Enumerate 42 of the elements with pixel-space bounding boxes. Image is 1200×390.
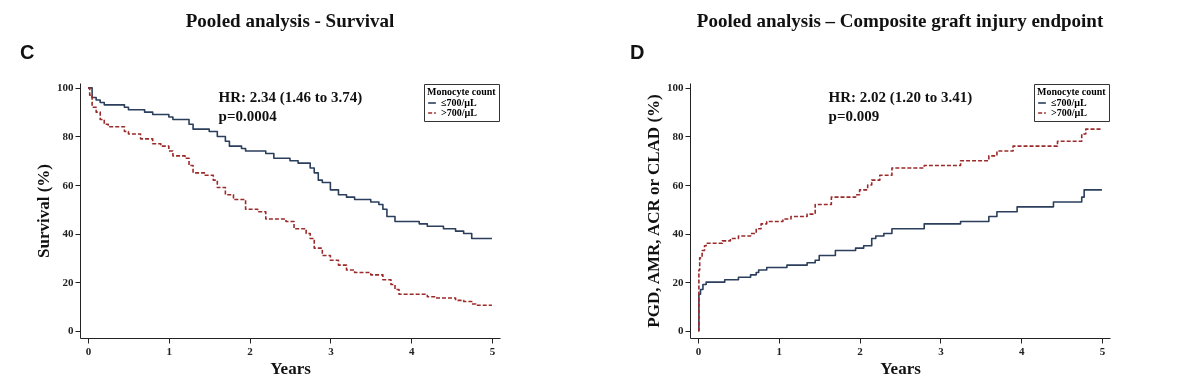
chart-title: Pooled analysis – Composite graft injury endpoint	[696, 10, 1104, 31]
x-axis-title: Years	[270, 358, 312, 378]
y-tick-label: 40	[62, 227, 74, 240]
legend-title: Monocyte count	[1037, 86, 1107, 97]
x-axis-title: Years	[880, 358, 922, 378]
y-tick-label: 60	[62, 178, 74, 191]
annotation: p=0.009	[828, 108, 880, 124]
legend-label: ≤700/µL	[1051, 97, 1088, 108]
x-tick-label: 4	[408, 344, 415, 357]
y-tick-label: 40	[672, 227, 684, 240]
y-tick-label: 60	[672, 178, 684, 191]
y-tick-label: 80	[672, 129, 684, 142]
x-tick-label: 2	[857, 344, 864, 357]
legend-label: >700/µL	[441, 107, 478, 118]
x-tick-label: 2	[247, 344, 254, 357]
text: D	[630, 41, 645, 63]
x-tick-label: 3	[328, 344, 335, 357]
y-tick-label: 20	[62, 275, 74, 288]
x-tick-label: 5	[1099, 344, 1106, 357]
text: C	[20, 41, 35, 63]
annotation: HR: 2.02 (1.20 to 3.41)	[828, 89, 973, 106]
legend-label: >700/µL	[1051, 107, 1088, 118]
legend-title: Monocyte count	[427, 86, 497, 97]
y-tick-label: 80	[62, 129, 74, 142]
x-tick-label: 1	[166, 344, 173, 357]
x-tick-label: 0	[695, 344, 702, 357]
x-tick-label: 0	[85, 344, 92, 357]
y-tick-label: 20	[672, 275, 684, 288]
x-tick-label: 3	[938, 344, 945, 357]
chart-title: Pooled analysis - Survival	[185, 10, 395, 31]
y-tick-label: 0	[68, 324, 74, 337]
y-tick-label: 100	[57, 81, 74, 94]
y-tick-label: 100	[667, 81, 684, 94]
annotation: HR: 2.34 (1.46 to 3.74)	[218, 89, 363, 106]
legend-label: ≤700/µL	[441, 97, 478, 108]
annotation: p=0.0004	[218, 108, 278, 124]
x-tick-label: 5	[489, 344, 496, 357]
y-tick-label: 0	[678, 324, 684, 337]
y-axis-title: PGD, AMR, ACR or CLAD (%)	[644, 94, 663, 328]
x-tick-label: 1	[776, 344, 783, 357]
x-tick-label: 4	[1018, 344, 1025, 357]
y-axis-title: Survival (%)	[34, 164, 53, 258]
